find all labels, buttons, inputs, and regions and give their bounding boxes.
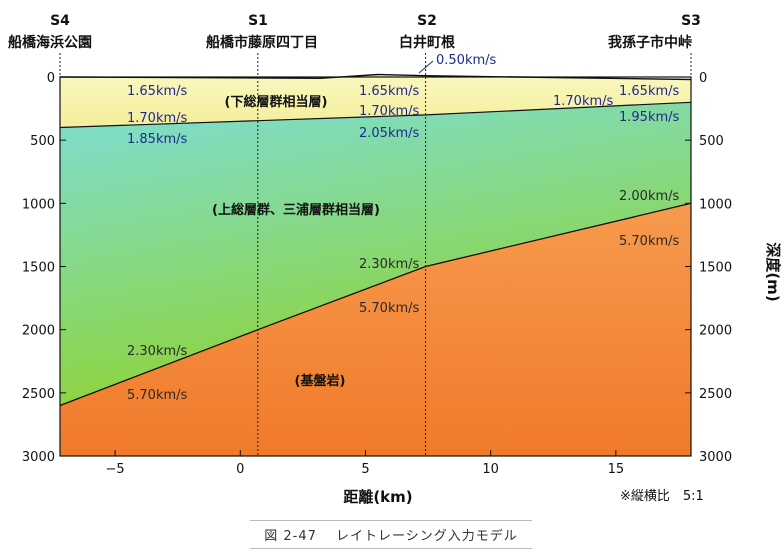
y-axis-ticks-left: 0 500 1000 1500 2000 2500 3000: [22, 71, 66, 465]
station-name-s1: 船橋市藤原四丁目: [206, 34, 318, 51]
velocity-label: 1.70km/s: [553, 94, 614, 109]
station-titles: S4 船橋海浜公園 S1 船橋市藤原四丁目 S2 白井町根 S3 我孫子市中峠: [8, 13, 701, 51]
velocity-label: 1.85km/s: [127, 132, 188, 147]
velocity-label: 1.95km/s: [619, 110, 680, 125]
station-code-s2: S2: [417, 13, 437, 29]
station-code-s3: S3: [681, 13, 701, 29]
y-tick-label-left: 1500: [22, 261, 55, 276]
velocity-label: 5.70km/s: [127, 388, 188, 403]
velocity-label: 5.70km/s: [359, 301, 420, 316]
basement-layer: [60, 203, 691, 456]
y-tick-label-left: 0: [47, 71, 55, 86]
y-tick-label-right: 1000: [699, 197, 732, 212]
velocity-label: 1.65km/s: [127, 84, 188, 99]
x-axis-ticks: −5 0 5 10 15: [106, 450, 625, 477]
station-code-s1: S1: [248, 13, 268, 29]
y-axis-label: 深度(m): [764, 242, 782, 301]
velocity-label: 2.05km/s: [359, 126, 420, 141]
y-tick-label-right: 2000: [699, 324, 732, 339]
layer-label-basement: (基盤岩): [295, 373, 346, 389]
y-tick-label-right: 3000: [699, 450, 732, 465]
velocity-label: 2.30km/s: [127, 344, 188, 359]
y-tick-label-left: 3000: [22, 450, 55, 465]
x-tick-label: 15: [608, 462, 625, 477]
y-tick-label-right: 0: [699, 71, 707, 86]
velocity-label: 2.30km/s: [359, 257, 420, 272]
layer-label-shimosa: (下総層群相当層): [225, 94, 328, 110]
y-tick-label-left: 2000: [22, 324, 55, 339]
y-tick-label-right: 500: [699, 134, 724, 149]
station-name-s4: 船橋海浜公園: [8, 34, 92, 51]
station-name-s2: 白井町根: [399, 34, 456, 51]
x-tick-label: 10: [482, 462, 499, 477]
x-tick-label: 5: [361, 462, 369, 477]
aspect-ratio-note: ※縦横比 5:1: [620, 489, 704, 504]
figure-caption-box: 図 2-47 レイトレーシング入力モデル: [0, 520, 782, 549]
kazusa-miura-layer: [60, 102, 691, 406]
shimosa-layer: [60, 74, 691, 128]
velocity-labels: 1.65km/s 1.65km/s 1.65km/s 1.70km/s 1.70…: [127, 84, 680, 403]
basement-top-line: [59, 202, 692, 407]
figure-caption: 図 2-47 レイトレーシング入力モデル: [250, 520, 532, 549]
y-axis-ticks-right: 0 500 1000 1500 2000 2500 3000: [685, 71, 732, 465]
x-axis-label: 距離(km): [343, 488, 412, 506]
velocity-label: 2.00km/s: [619, 189, 680, 204]
velocity-label: 1.65km/s: [619, 84, 680, 99]
velocity-callout-leader: [418, 60, 434, 74]
y-tick-label-right: 2500: [699, 387, 732, 402]
velocity-label: 1.70km/s: [127, 111, 188, 126]
velocity-label: 5.70km/s: [619, 234, 680, 249]
y-tick-label-left: 1000: [22, 197, 55, 212]
x-tick-label: 0: [236, 462, 244, 477]
y-tick-label-right: 1500: [699, 261, 732, 276]
x-tick-label: −5: [106, 462, 125, 477]
velocity-label: 1.65km/s: [359, 84, 420, 99]
y-tick-label-left: 2500: [22, 387, 55, 402]
station-code-s4: S4: [50, 13, 70, 29]
velocity-label-surface: 0.50km/s: [436, 53, 497, 68]
layer-label-kazusa: (上総層群、三浦層群相当層): [212, 202, 380, 218]
velocity-label: 1.70km/s: [359, 104, 420, 119]
station-name-s3: 我孫子市中峠: [608, 34, 692, 51]
y-tick-label-left: 500: [30, 134, 55, 149]
